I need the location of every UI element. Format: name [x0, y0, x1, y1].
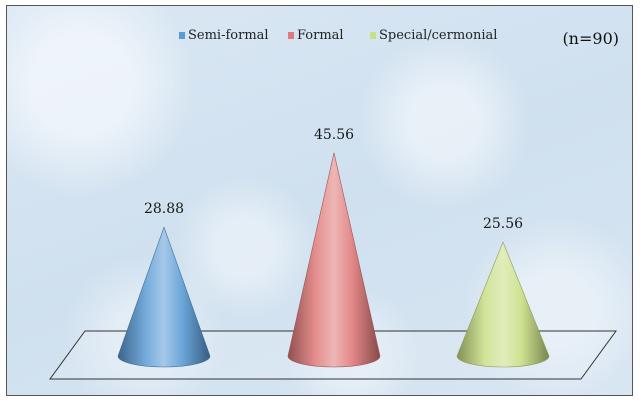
data-label-formal: 45.56	[314, 127, 354, 143]
legend-swatch-semi-formal	[179, 32, 185, 39]
legend-label-special-cermonial: Special/cermonial	[379, 28, 497, 43]
cone-special-cermonial	[456, 241, 550, 368]
data-label-semi-formal: 28.88	[144, 201, 184, 217]
legend-swatch-formal	[288, 32, 294, 39]
chart-svg: Semi-formal Formal Special/cermonial (n=90…	[49, 28, 619, 380]
legend: Semi-formal Formal Special/cermonial	[179, 28, 497, 43]
cone-semi-formal	[117, 226, 211, 368]
cone-formal	[287, 152, 381, 368]
chart-frame: Semi-formal Formal Special/cermonial (n=90…	[6, 5, 633, 396]
data-label-special-cermonial: 25.56	[483, 216, 523, 232]
legend-item-semi-formal: Semi-formal	[179, 28, 269, 43]
legend-label-formal: Formal	[297, 28, 344, 43]
legend-item-special-cermonial: Special/cermonial	[370, 28, 497, 43]
legend-label-semi-formal: Semi-formal	[188, 28, 269, 43]
cones	[117, 152, 550, 368]
legend-item-formal: Formal	[288, 28, 344, 43]
sample-size-note: (n=90)	[562, 29, 619, 48]
data-labels: 28.88 45.56 25.56	[144, 127, 523, 232]
legend-swatch-special-cermonial	[370, 32, 376, 39]
